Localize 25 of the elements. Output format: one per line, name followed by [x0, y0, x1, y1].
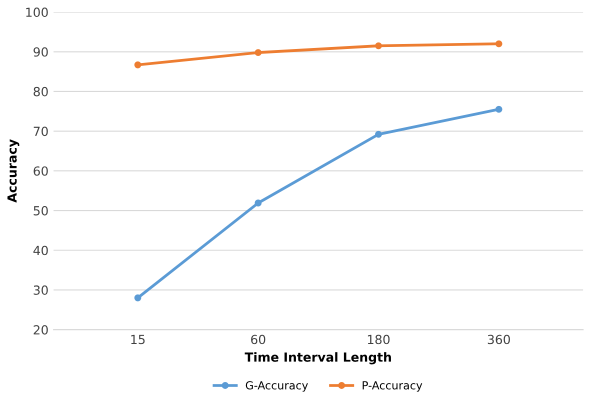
y-tick-label: 40 [33, 246, 48, 256]
y-tick-label: 60 [34, 166, 48, 176]
point [495, 40, 502, 48]
point [375, 130, 382, 138]
x-tick-label: 60 [251, 334, 266, 344]
y-tick-label: 30 [34, 285, 48, 295]
point [375, 42, 382, 50]
point [254, 200, 262, 206]
x-tick-label: 180 [368, 334, 390, 344]
y-tick-label: 80 [34, 86, 48, 96]
legend-label: G-Accuracy [246, 381, 308, 392]
y-tick-label: 70 [34, 126, 48, 136]
x-axis-title: Time Interval Length [244, 352, 391, 364]
y-axis-title: Accuracy [7, 139, 20, 203]
y-tick-label: 50 [34, 206, 48, 216]
point [134, 61, 142, 68]
x-tick-label: 360 [488, 334, 510, 344]
point [134, 294, 142, 302]
legend-label: P-Accuracy [362, 381, 422, 392]
y-tick-label: 100 [26, 8, 48, 17]
y-tick-label: 90 [34, 47, 48, 57]
point [495, 106, 502, 113]
x-tick-label: 15 [131, 334, 145, 344]
point [254, 49, 262, 56]
y-tick-label: 20 [34, 325, 48, 335]
